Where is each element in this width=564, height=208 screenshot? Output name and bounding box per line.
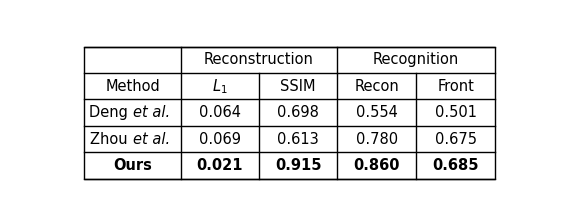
Text: SSIM: SSIM bbox=[280, 79, 316, 94]
Bar bbox=[85, 47, 495, 179]
Text: 0.915: 0.915 bbox=[275, 158, 321, 173]
Text: 0.698: 0.698 bbox=[277, 105, 319, 120]
Text: Ours: Ours bbox=[113, 158, 152, 173]
Text: Zhou: Zhou bbox=[90, 132, 133, 147]
Text: Method: Method bbox=[105, 79, 160, 94]
Text: 0.685: 0.685 bbox=[433, 158, 479, 173]
Text: Deng: Deng bbox=[89, 105, 133, 120]
Text: 0.613: 0.613 bbox=[277, 132, 319, 147]
Text: et al.: et al. bbox=[133, 105, 170, 120]
Text: et al.: et al. bbox=[133, 132, 170, 147]
Text: $L_1$: $L_1$ bbox=[212, 77, 228, 96]
Text: 0.021: 0.021 bbox=[197, 158, 243, 173]
Text: 0.064: 0.064 bbox=[199, 105, 241, 120]
Text: 0.780: 0.780 bbox=[356, 132, 398, 147]
Text: Recognition: Recognition bbox=[373, 52, 459, 67]
Text: Reconstruction: Reconstruction bbox=[204, 52, 314, 67]
Text: Recon: Recon bbox=[354, 79, 399, 94]
Text: 0.675: 0.675 bbox=[435, 132, 477, 147]
Text: Front: Front bbox=[437, 79, 474, 94]
Text: 0.860: 0.860 bbox=[354, 158, 400, 173]
Text: 0.069: 0.069 bbox=[199, 132, 241, 147]
Text: 0.501: 0.501 bbox=[435, 105, 477, 120]
Text: 0.554: 0.554 bbox=[356, 105, 398, 120]
